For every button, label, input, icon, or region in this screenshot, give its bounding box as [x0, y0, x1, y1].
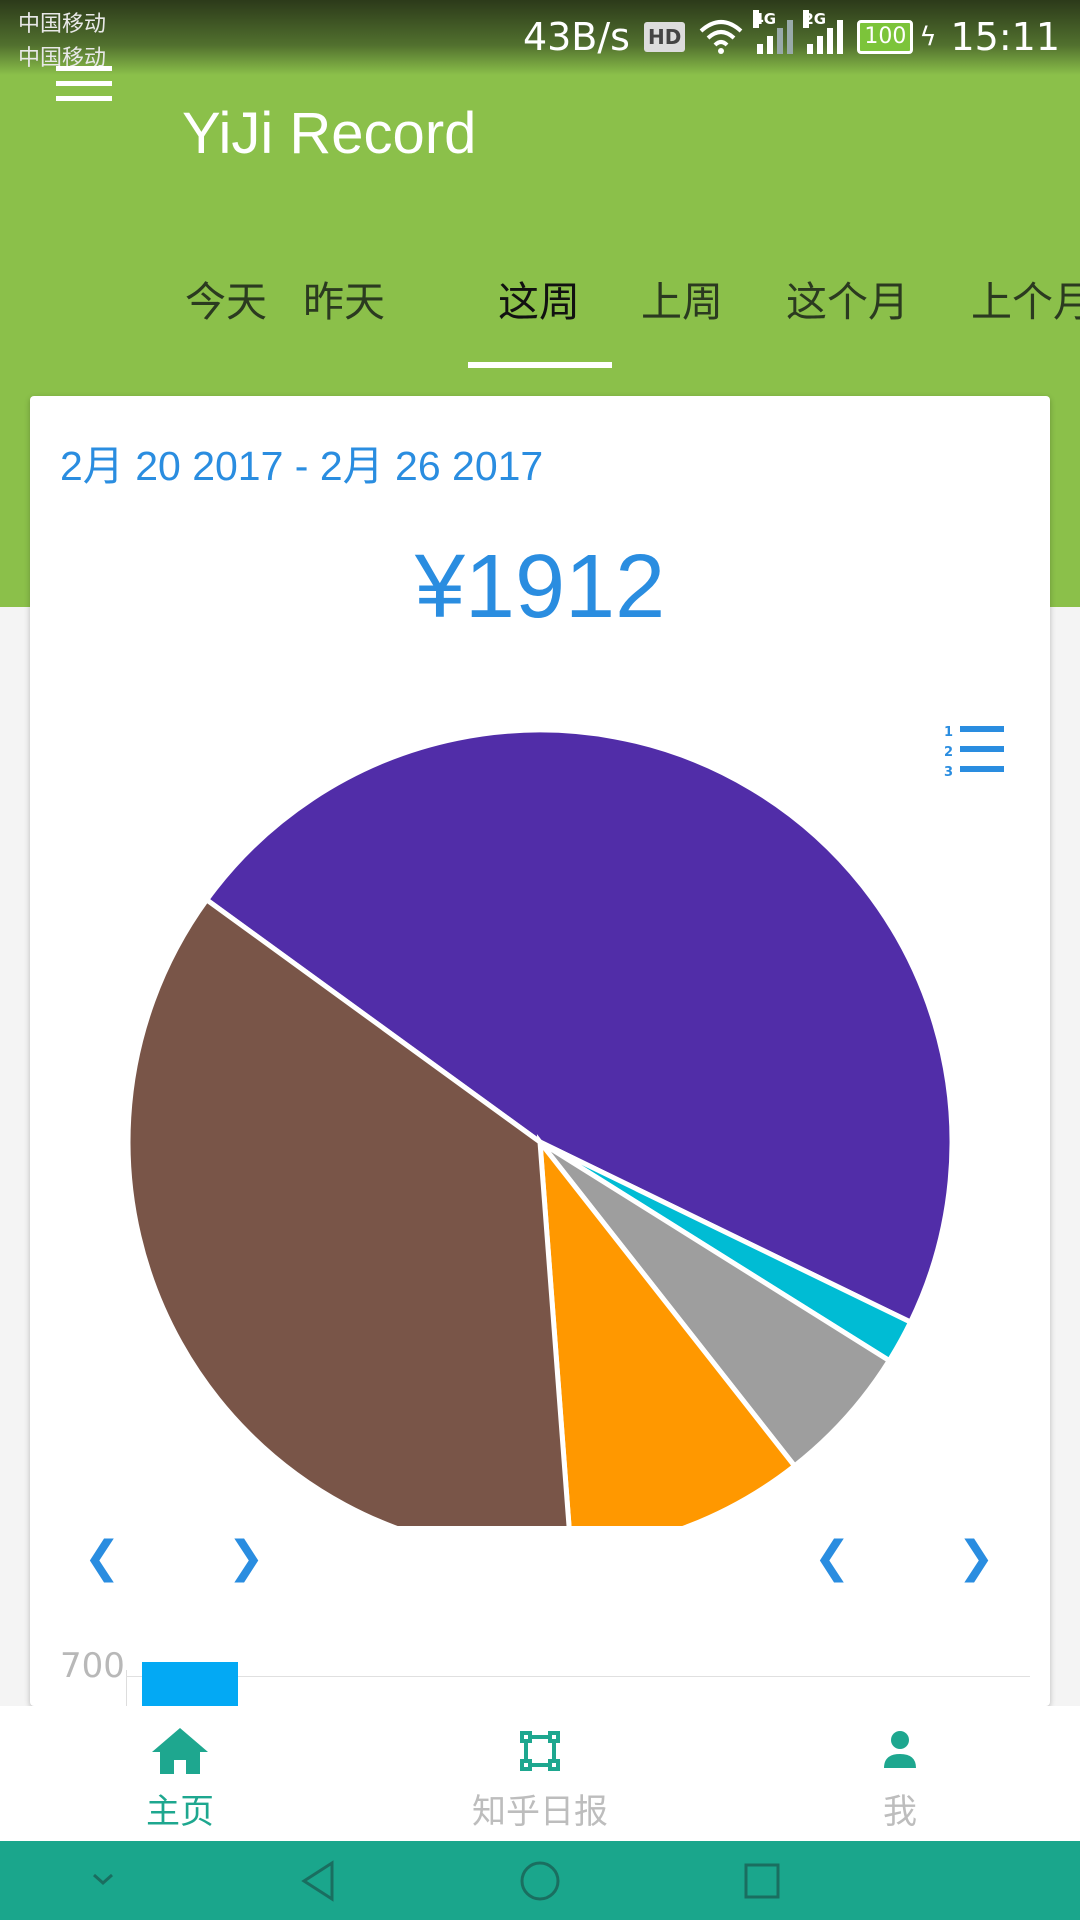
- chevron-left-icon[interactable]: ❮: [813, 1532, 851, 1583]
- nav-home[interactable]: 主页: [80, 1706, 280, 1841]
- nav-home-label: 主页: [146, 1792, 214, 1832]
- clock: 15:11: [950, 15, 1060, 59]
- home-icon: [152, 1728, 208, 1774]
- expense-pie-chart[interactable]: [30, 396, 1050, 1526]
- recent-apps-icon[interactable]: [742, 1859, 782, 1903]
- tab-last-month[interactable]: 上个月: [971, 278, 1080, 326]
- chevron-right-icon[interactable]: ❯: [227, 1532, 265, 1583]
- nav-me-label: 我: [883, 1792, 917, 1832]
- signal-icon: 4G: [753, 10, 794, 54]
- tab-today[interactable]: 今天: [185, 278, 267, 326]
- person-icon: [884, 1731, 916, 1768]
- pie-slice[interactable]: [203, 727, 955, 1326]
- bar-mark[interactable]: [142, 1662, 238, 1706]
- carrier-label: 中国移动: [18, 12, 107, 37]
- chevron-left-icon[interactable]: ❮: [83, 1532, 121, 1583]
- hd-icon: HD: [643, 22, 686, 52]
- svg-text:1: 1: [944, 725, 953, 740]
- nav-me[interactable]: 我: [800, 1706, 1000, 1841]
- date-range: 2月 20 2017 - 2月 26 2017: [60, 443, 544, 489]
- summary-card: 2月 20 2017 - 2月 26 2017 ¥1912 1 2 3 ❮ ❯ …: [30, 396, 1050, 1706]
- pie-slice[interactable]: [538, 1139, 893, 1470]
- bottom-navigation: 主页 知乎日报 我: [0, 1706, 1080, 1841]
- signal-icon: 2G: [803, 10, 844, 54]
- back-icon[interactable]: [298, 1859, 338, 1903]
- crop-frame-icon: [520, 1731, 560, 1771]
- bar-chart-y-label: 700: [60, 1646, 125, 1686]
- app-title: YiJi Record: [182, 101, 477, 166]
- battery-icon: 100: [857, 20, 914, 54]
- wifi-icon: [699, 20, 743, 54]
- period-tabs: 今天 昨天 这周 上周 这个月 上个月: [185, 262, 1080, 342]
- svg-text:3: 3: [944, 765, 953, 776]
- hamburger-menu-icon[interactable]: [56, 66, 112, 110]
- total-amount: ¥1912: [414, 537, 666, 637]
- y-axis-line: [126, 1670, 127, 1706]
- tab-indicator: [468, 362, 612, 368]
- nav-zhihu-daily-label: 知乎日报: [472, 1792, 608, 1832]
- bar-chart: 700: [30, 1646, 1050, 1706]
- tab-last-week[interactable]: 上周: [641, 278, 723, 326]
- network-speed: 43B/s: [522, 15, 630, 59]
- tab-yesterday[interactable]: 昨天: [303, 278, 385, 326]
- tab-this-month[interactable]: 这个月: [786, 278, 909, 326]
- nav-zhihu-daily[interactable]: 知乎日报: [440, 1706, 640, 1841]
- grid-line: [126, 1676, 1030, 1677]
- charging-icon: ϟ: [919, 22, 937, 52]
- svg-text:2: 2: [944, 745, 953, 760]
- pie-slice[interactable]: [536, 1133, 799, 1526]
- tab-this-week[interactable]: 这周: [498, 278, 580, 326]
- home-circle-icon[interactable]: [518, 1859, 562, 1903]
- status-bar: 中国移动 中国移动 43B/s HD 4G 2G 100 ϟ 15:11: [0, 0, 1080, 75]
- ranked-list-icon[interactable]: 1 2 3: [944, 724, 1006, 776]
- system-navigation-bar: [0, 1841, 1080, 1920]
- pie-slice[interactable]: [125, 896, 572, 1526]
- chevron-right-icon[interactable]: ❯: [957, 1532, 995, 1583]
- chevron-down-icon[interactable]: [88, 1859, 118, 1899]
